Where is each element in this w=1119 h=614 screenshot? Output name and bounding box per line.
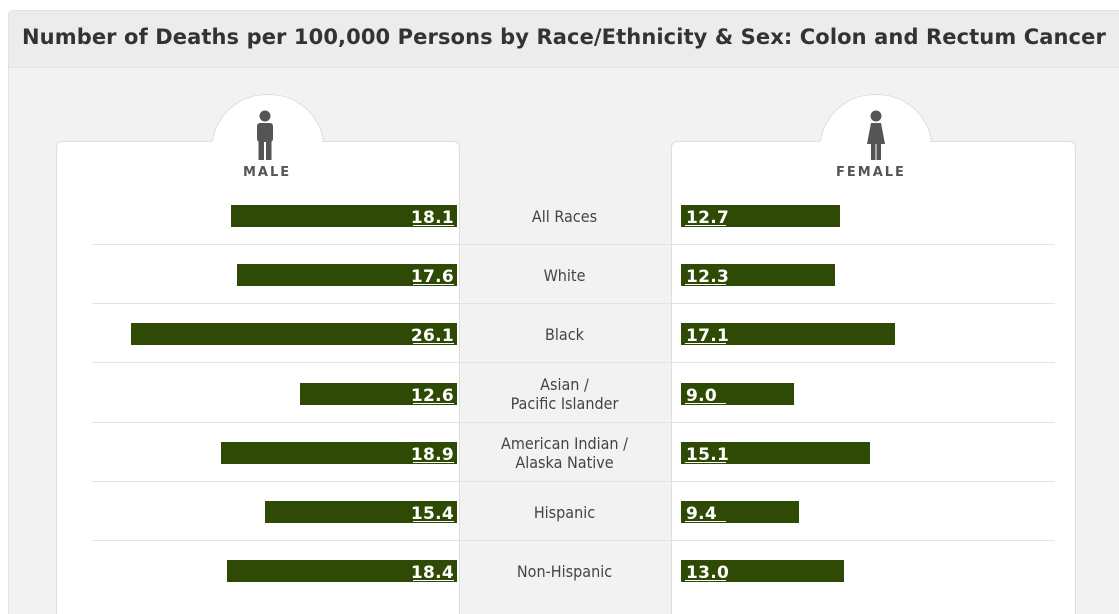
row-divider — [92, 362, 1055, 363]
female-bar — [681, 264, 835, 286]
male-value-underline — [413, 284, 454, 285]
male-value-underline — [413, 403, 454, 404]
category-label-line: Black — [545, 324, 584, 344]
male-bar — [220, 442, 457, 464]
male-bar — [227, 560, 457, 582]
male-value-label: 17.6 — [410, 267, 454, 287]
row-divider — [92, 481, 1055, 482]
category-label: Asian / Pacific Islander — [458, 375, 671, 413]
category-label: Black — [458, 325, 671, 344]
female-value-underline — [685, 343, 726, 344]
male-value-underline — [413, 225, 454, 226]
female-bar — [681, 323, 895, 345]
category-label-line: Pacific Islander — [510, 394, 619, 413]
female-value-underline — [685, 403, 726, 404]
female-value-label: 12.3 — [686, 267, 730, 287]
female-value-label: 15.1 — [686, 445, 730, 465]
female-bar — [681, 560, 844, 582]
female-value-label: 9.4 — [686, 504, 718, 524]
female-value-underline — [685, 284, 726, 285]
male-value-label: 15.4 — [410, 504, 454, 524]
male-bar — [230, 205, 457, 227]
category-label-line: Hispanic — [533, 502, 596, 522]
row-divider — [92, 422, 1055, 423]
female-value-underline — [685, 580, 726, 581]
female-value-underline — [685, 521, 726, 522]
male-bar — [264, 501, 457, 523]
category-label: Hispanic — [458, 503, 671, 522]
category-label-line: Non-Hispanic — [516, 561, 613, 581]
female-value-underline — [685, 225, 726, 226]
male-bar — [237, 264, 457, 286]
female-value-label: 12.7 — [686, 208, 730, 228]
chart-title: Number of Deaths per 100,000 Persons by … — [22, 25, 1106, 49]
category-label-line: American Indian / — [501, 434, 628, 453]
category-label: White — [458, 266, 671, 285]
row-divider — [92, 303, 1055, 304]
male-label: MALE — [243, 165, 292, 180]
male-value-underline — [413, 462, 454, 463]
card-header: Number of Deaths per 100,000 Persons by … — [9, 11, 1119, 68]
female-bar — [681, 501, 799, 523]
male-value-underline — [413, 521, 454, 522]
female-value-label: 13.0 — [686, 563, 730, 583]
male-value-label: 18.1 — [410, 208, 454, 228]
male-value-underline — [413, 580, 454, 581]
row-divider — [92, 540, 1055, 541]
category-label: Non-Hispanic — [458, 562, 671, 581]
female-bar — [681, 442, 870, 464]
category-label-line: Alaska Native — [515, 453, 614, 472]
female-label: FEMALE — [836, 165, 906, 180]
male-bar — [130, 323, 457, 345]
female-value-label: 9.0 — [686, 386, 718, 406]
female-person-icon — [867, 110, 885, 160]
male-bar — [299, 383, 457, 405]
male-value-label: 18.9 — [410, 445, 454, 465]
male-value-underline — [413, 343, 454, 344]
category-label-line: White — [543, 265, 586, 285]
female-bar — [681, 205, 840, 227]
category-label: All Races — [458, 207, 671, 226]
female-value-underline — [685, 462, 726, 463]
male-value-label: 18.4 — [410, 563, 454, 583]
category-label-line: Asian / — [540, 375, 589, 394]
male-value-label: 26.1 — [410, 326, 454, 346]
category-label: American Indian / Alaska Native — [458, 434, 671, 472]
female-bar — [681, 383, 794, 405]
male-value-label: 12.6 — [410, 386, 454, 406]
row-divider — [92, 244, 1055, 245]
female-value-label: 17.1 — [686, 326, 730, 346]
category-label-line: All Races — [531, 206, 598, 226]
male-person-icon — [257, 110, 273, 160]
